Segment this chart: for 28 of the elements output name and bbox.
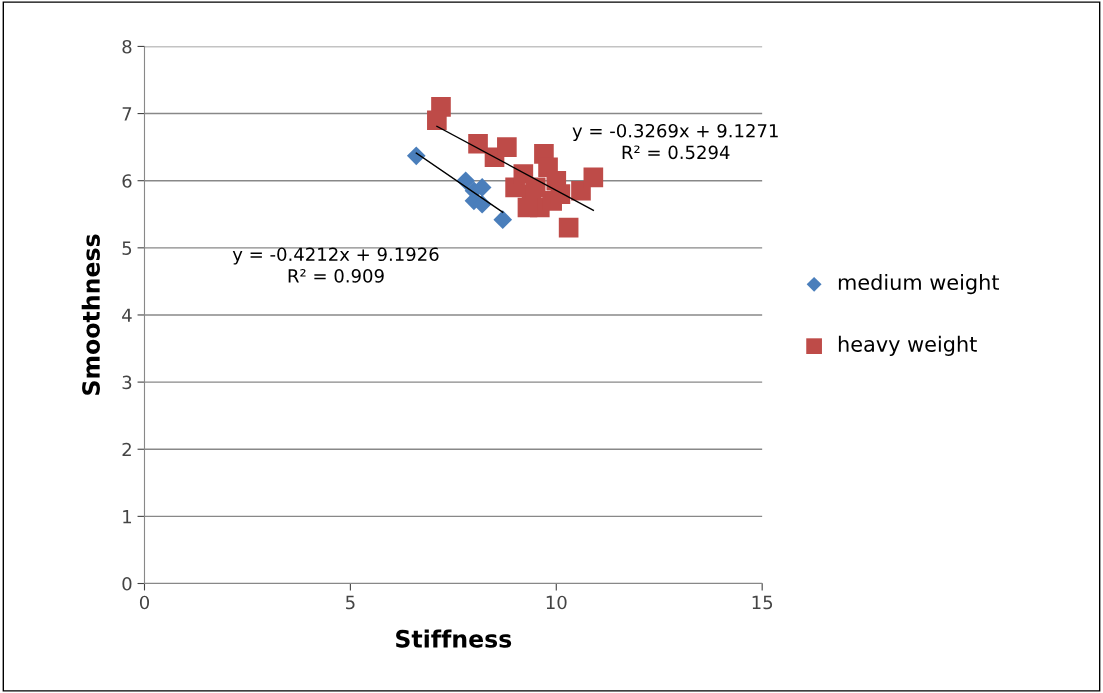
point bbox=[497, 137, 517, 157]
point bbox=[427, 110, 447, 131]
y-tick-label: 1 bbox=[123, 510, 132, 524]
x-axis-title: Stiffness bbox=[396, 629, 512, 648]
point bbox=[493, 210, 513, 229]
y-tick-label: 0 bbox=[122, 576, 132, 591]
point bbox=[583, 167, 604, 188]
x-tick-label: 15 bbox=[752, 595, 773, 610]
legend-label: medium weight bbox=[838, 273, 1000, 295]
y-tick-label: 2 bbox=[122, 442, 131, 457]
point bbox=[550, 184, 571, 204]
y-tick-label: 8 bbox=[122, 39, 132, 54]
annotation: y = -0.3269x + 9.1271 R² = 0.5294 bbox=[572, 123, 778, 160]
y-tick-label: 5 bbox=[122, 241, 132, 255]
legend-label: heavy weight bbox=[838, 335, 977, 356]
point bbox=[525, 177, 546, 198]
y-tick-label: 7 bbox=[122, 107, 132, 121]
x-tick-label: 5 bbox=[346, 595, 355, 610]
annotation: y = -0.4212x + 9.1926 R² = 0.909 bbox=[232, 247, 439, 283]
x-tick-label: 0 bbox=[139, 595, 150, 610]
y-tick-label: 4 bbox=[122, 308, 132, 322]
y-axis-title: Smoothness bbox=[81, 234, 100, 395]
point bbox=[517, 197, 538, 218]
point bbox=[406, 146, 426, 166]
y-tick-label: 6 bbox=[122, 174, 132, 188]
x-tick-label: 10 bbox=[546, 595, 567, 610]
y-tick-label: 3 bbox=[122, 375, 132, 390]
point bbox=[558, 217, 579, 238]
